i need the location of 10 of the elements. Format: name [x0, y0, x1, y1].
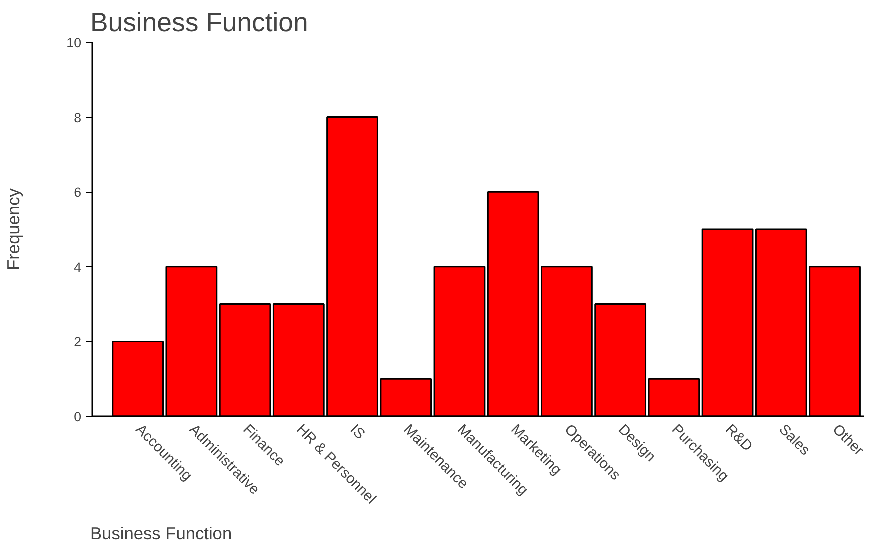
chart-title: Business Function [90, 8, 308, 38]
x-tick-label: IS [346, 422, 368, 444]
y-tick-label: 2 [74, 334, 82, 350]
y-tick-label: 8 [74, 110, 82, 126]
x-axis-title: Business Function [90, 524, 232, 544]
y-tick-label: 10 [66, 36, 82, 50]
y-tick-label: 0 [74, 410, 82, 424]
y-tick-label: 6 [74, 185, 82, 200]
y-tick-label: 4 [74, 260, 82, 275]
y-axis-title: Frequency [4, 188, 24, 270]
